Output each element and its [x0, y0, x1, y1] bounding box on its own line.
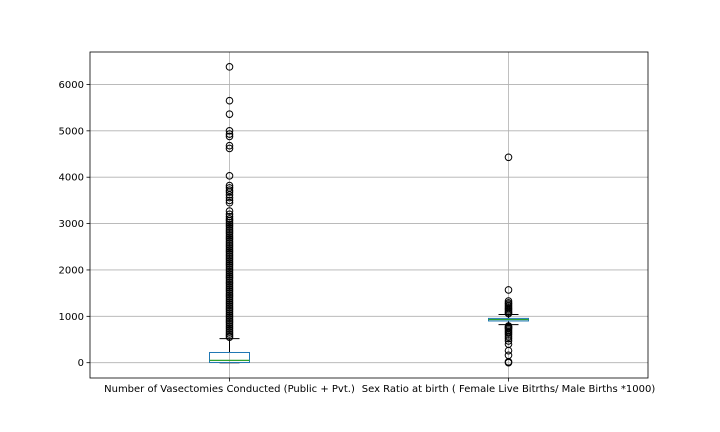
- outlier-point: [225, 191, 234, 199]
- grid-lines: [90, 52, 648, 378]
- outlier-point: [225, 130, 234, 138]
- outlier-point: [504, 358, 513, 367]
- outlier-point: [225, 141, 234, 150]
- outlier-point: [225, 198, 234, 207]
- y-tick-label: 3000: [59, 219, 84, 230]
- outlier-point: [225, 127, 234, 135]
- y-tick-label: 5000: [59, 126, 84, 137]
- outlier-point: [225, 207, 234, 215]
- y-tick-label: 4000: [59, 173, 84, 184]
- outlier-point: [504, 337, 513, 345]
- box-group: [209, 63, 250, 364]
- box-layer: [209, 63, 529, 367]
- outlier-point: [225, 110, 234, 118]
- x-category-label: Sex Ratio at birth ( Female Live Bitrths…: [362, 384, 656, 395]
- outlier-point: [225, 196, 234, 205]
- axes-frame: [89, 51, 649, 379]
- outlier-point: [225, 63, 234, 71]
- axis-ticks: 0 1000 2000 3000 4000 5000 6000 Number of Vasec…: [59, 80, 656, 395]
- y-tick-label: 6000: [59, 80, 84, 91]
- outlier-point: [225, 193, 234, 202]
- box-iqr: [209, 351, 250, 363]
- y-tick-label: 0: [78, 358, 84, 369]
- outlier-point: [504, 309, 513, 318]
- outlier-point: [225, 172, 234, 180]
- outlier-point: [504, 153, 513, 162]
- outlier-point: [225, 333, 234, 341]
- outlier-point: [225, 188, 234, 196]
- outlier-point: [225, 144, 234, 153]
- y-tick-label: 1000: [59, 312, 84, 323]
- box-group: [488, 153, 529, 367]
- outlier-point: [225, 132, 234, 141]
- outlier-point: [504, 286, 513, 294]
- outlier-point: [225, 212, 234, 221]
- outlier-point: [504, 346, 513, 355]
- outlier-point: [504, 334, 513, 343]
- y-tick-label: 2000: [59, 265, 84, 276]
- outlier-point: [225, 96, 234, 105]
- x-category-label: Number of Vasectomies Conducted (Public …: [104, 384, 355, 395]
